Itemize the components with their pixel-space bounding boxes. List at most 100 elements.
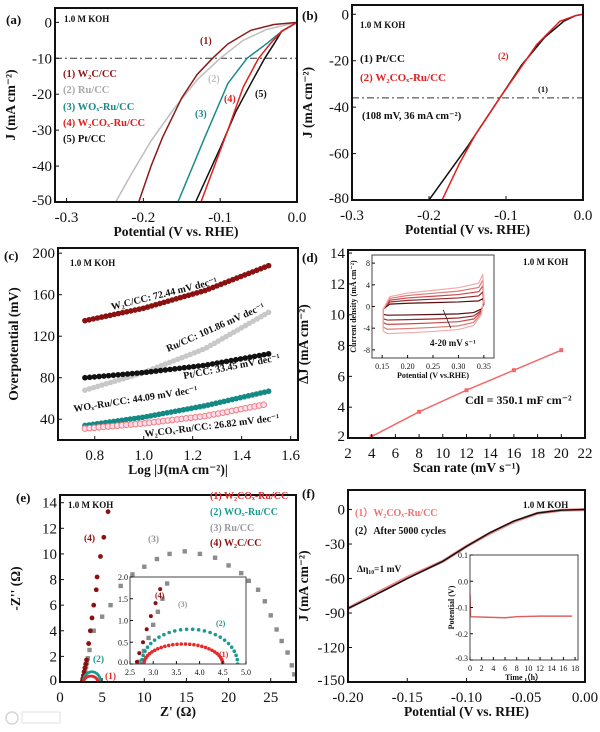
data-point (223, 358, 230, 365)
x-tick-label: 14 (548, 664, 556, 673)
inset-chart: 0.15 0.20 0.25 0.30 0.35 -8 -4 0 4 8 Potential (V … (349, 254, 495, 380)
data-point (152, 648, 157, 653)
x-tick-label: 8 (415, 446, 423, 462)
annotation: (3) Ru/CC (210, 523, 254, 534)
data-point (163, 644, 167, 649)
x-axis-title: Z' (Ω) (160, 704, 196, 719)
data-point (98, 314, 105, 320)
data-point (103, 380, 110, 387)
data-point (153, 601, 158, 606)
data-point (167, 630, 171, 635)
annotation: 1.0 M KOH (68, 500, 113, 510)
x-tick-label: -0.1 (494, 208, 518, 224)
inset-background (130, 577, 246, 664)
data-point (289, 663, 294, 668)
y-tick-label: 200 (33, 246, 56, 262)
data-point (242, 355, 249, 361)
watermark-logo (5, 711, 61, 725)
x-tick-label: 0.00 (572, 690, 598, 706)
y-tick-label: 2 (338, 429, 346, 445)
annotation: 1.0 M KOH (523, 257, 568, 267)
x-axis-title: Potential (V vs. RHE) (404, 704, 529, 719)
data-point (274, 627, 279, 632)
data-point (209, 361, 216, 367)
y-tick-label: 0 (50, 673, 58, 689)
data-point (239, 570, 244, 576)
data-point (260, 401, 268, 409)
y-axis-title: Overpotential (mV) (6, 287, 21, 401)
series-2 (82, 351, 272, 381)
x-tick-label: 0.0 (288, 210, 307, 226)
data-point (166, 643, 171, 648)
data-point (115, 310, 122, 317)
data-point (99, 382, 105, 388)
data-point (140, 657, 144, 662)
data-point (159, 645, 164, 650)
x-tick-label: 12 (536, 664, 544, 673)
x-tick-label: 8 (515, 664, 519, 673)
annotation: (2) Ru/CC (63, 85, 109, 96)
series-2 (139, 627, 240, 664)
series-line (441, 13, 583, 200)
data-point (134, 370, 140, 376)
x-tick-label: -0.2 (417, 208, 441, 224)
data-point (196, 628, 201, 632)
annotation: (3) (195, 109, 207, 120)
annotation: (2) (498, 51, 509, 61)
data-point (229, 645, 234, 650)
data-point (148, 614, 153, 619)
panel-label: (b) (302, 8, 318, 23)
plot-frame (351, 4, 584, 201)
annotation: (1) (105, 671, 116, 682)
data-point (82, 387, 88, 393)
data-point (196, 643, 200, 648)
data-point (94, 383, 101, 390)
series-line (428, 13, 583, 200)
y-tick-label: -80 (329, 191, 349, 207)
annotation: 1.0 M KOH (523, 500, 568, 510)
series-0 (82, 309, 272, 393)
panel-c: 0.8 1.0 1.2 1.4 1.6 40 80 120 160 200 Log |J(mA cm… (4, 246, 301, 477)
y-axis-title: Current density (mA cm⁻²) (349, 260, 358, 353)
x-tick-label: 20 (221, 690, 236, 706)
plot-area (134, 401, 294, 664)
x-axis-title: Potential (V vs.RHE) (397, 371, 469, 380)
annotation: (1) Pt/CC (360, 53, 405, 65)
x-tick-label: -0.05 (510, 690, 541, 706)
y-tick-label: 10 (42, 547, 57, 563)
data-point (86, 641, 92, 646)
data-point (212, 555, 218, 560)
data-point (290, 401, 294, 405)
data-point (214, 360, 220, 366)
y-axis-title: J (mA cm⁻²) (296, 550, 311, 621)
panel-f: -0.20 -0.15 -0.10 -0.05 0.000-30-60-90-120-1… (296, 486, 598, 719)
y-tick-label: 0 (45, 15, 53, 31)
data-point (135, 415, 142, 421)
data-point (154, 556, 160, 562)
x-tick-label: 4.5 (218, 668, 228, 677)
data-point (143, 649, 147, 653)
annotation: (108 mV, 36 mA cm⁻²) (362, 111, 462, 122)
annotation: Cdl = 350.1 mF cm⁻² (465, 393, 572, 407)
data-point (158, 587, 163, 592)
data-point (107, 379, 114, 386)
annotation: 4-20 mV s⁻¹ (430, 338, 476, 348)
data-point (265, 388, 272, 395)
y-tick-label: 12 (330, 277, 345, 293)
y-tick-label: -150 (318, 673, 346, 689)
plot-frame (57, 247, 299, 441)
y-tick-label: 4 (50, 624, 58, 640)
data-point (94, 315, 101, 321)
series-3 (82, 674, 100, 682)
y-tick-label: -0.2 (455, 630, 468, 639)
data-point (145, 645, 150, 650)
data-point (82, 374, 88, 381)
data-point (265, 309, 272, 316)
y-tick-label: 0 (366, 303, 370, 312)
annotation: (5) (255, 89, 267, 100)
y-tick-label: -0.3 (455, 654, 468, 663)
data-point (131, 415, 138, 422)
y-tick-label: 0 (338, 503, 346, 519)
data-point (119, 309, 126, 316)
